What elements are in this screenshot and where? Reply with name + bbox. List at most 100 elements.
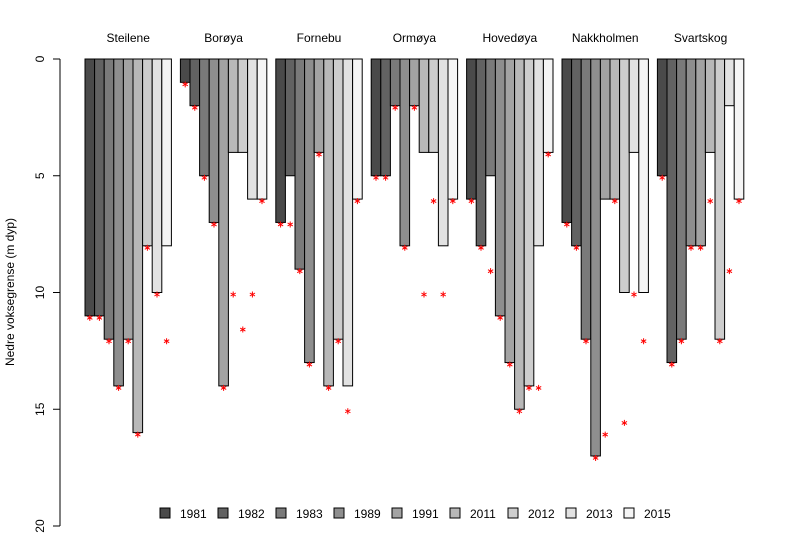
asterisk-marker [516, 408, 523, 415]
bar [208, 58, 220, 223]
asterisk-marker [563, 221, 570, 228]
category-label: Nakkholmen [572, 31, 639, 45]
bar [656, 58, 668, 177]
bar [342, 58, 354, 387]
bar [571, 58, 582, 247]
asterisk-marker [392, 104, 399, 111]
bar [142, 58, 153, 247]
bar [189, 58, 201, 107]
category-label: Hovedøya [482, 31, 537, 45]
legend-swatch [449, 507, 461, 519]
asterisk-marker [96, 314, 103, 321]
legend-label: 1983 [296, 507, 323, 521]
asterisk-marker [163, 338, 170, 345]
asterisk-marker [545, 151, 552, 158]
asterisk-marker [191, 104, 198, 111]
bar [590, 58, 601, 457]
bar [447, 58, 459, 200]
bar [533, 58, 544, 247]
bar [523, 58, 535, 387]
bar [494, 58, 506, 317]
bar [428, 58, 439, 153]
asterisk-marker [668, 361, 675, 368]
category-label: Steilene [107, 31, 151, 45]
asterisk-marker [497, 314, 504, 321]
asterisk-marker [230, 291, 237, 298]
bar [161, 58, 172, 247]
bar [695, 58, 706, 247]
legend-label: 1982 [238, 507, 265, 521]
bar [437, 58, 449, 247]
legend-label: 2013 [586, 507, 613, 521]
asterisk-marker [688, 244, 694, 251]
asterisk-marker [134, 431, 141, 438]
bar [685, 58, 697, 247]
asterisk-marker [296, 268, 303, 275]
asterisk-marker [726, 268, 733, 275]
asterisk-marker [535, 384, 542, 391]
asterisk-marker [201, 174, 208, 181]
asterisk-marker [316, 151, 322, 158]
asterisk-marker [411, 104, 418, 111]
asterisk-marker [621, 419, 628, 426]
asterisk-marker [440, 291, 447, 298]
bar [218, 58, 229, 387]
asterisk-marker [249, 291, 256, 298]
bar [676, 58, 687, 340]
bar [638, 58, 649, 293]
asterisk-marker [659, 174, 666, 181]
bar [294, 58, 306, 270]
asterisk-marker [611, 198, 618, 205]
bar [409, 58, 420, 107]
asterisk-marker [526, 384, 532, 391]
bar [504, 58, 516, 364]
y-tick-label: 5 [33, 172, 47, 179]
bar [352, 58, 363, 200]
y-tick-label: 10 [33, 286, 47, 300]
y-tick-label: 15 [33, 402, 47, 416]
asterisk-marker [487, 268, 494, 275]
bar [284, 58, 296, 177]
bar [323, 58, 334, 387]
bar [466, 58, 477, 200]
asterisk-marker [421, 291, 427, 298]
asterisk-marker [697, 244, 704, 251]
asterisk-marker [154, 291, 160, 298]
asterisk-marker [182, 81, 189, 88]
bar [227, 58, 239, 153]
legend-swatch [217, 507, 229, 519]
bar [247, 58, 258, 200]
asterisk-marker [430, 198, 437, 205]
asterisk-marker [592, 454, 599, 461]
asterisk-marker [211, 221, 217, 228]
bar [380, 58, 391, 177]
asterisk-marker [640, 338, 647, 345]
asterisk-marker [220, 384, 227, 391]
asterisk-marker [287, 221, 294, 228]
asterisk-marker [573, 244, 580, 251]
asterisk-marker [678, 338, 685, 345]
y-tick-label: 20 [33, 519, 47, 533]
bar [151, 58, 163, 293]
bar [94, 58, 105, 317]
asterisk-marker [106, 338, 112, 345]
asterisk-marker [583, 338, 589, 345]
bar [256, 58, 268, 200]
bar [475, 58, 487, 247]
bar [628, 58, 640, 153]
legend-swatch [391, 507, 403, 519]
asterisk-marker [401, 244, 408, 251]
bar [275, 58, 286, 223]
legend-label: 1981 [180, 507, 207, 521]
legend-label: 2012 [528, 507, 555, 521]
legend-swatch [507, 507, 519, 519]
legend-swatch [275, 507, 287, 519]
asterisk-marker [707, 198, 714, 205]
bar [418, 58, 430, 153]
bar [666, 58, 678, 364]
asterisk-marker [115, 384, 122, 391]
asterisk-marker [86, 314, 93, 321]
legend-label: 1989 [354, 507, 381, 521]
legend-swatch [623, 507, 635, 519]
bar [113, 58, 124, 387]
